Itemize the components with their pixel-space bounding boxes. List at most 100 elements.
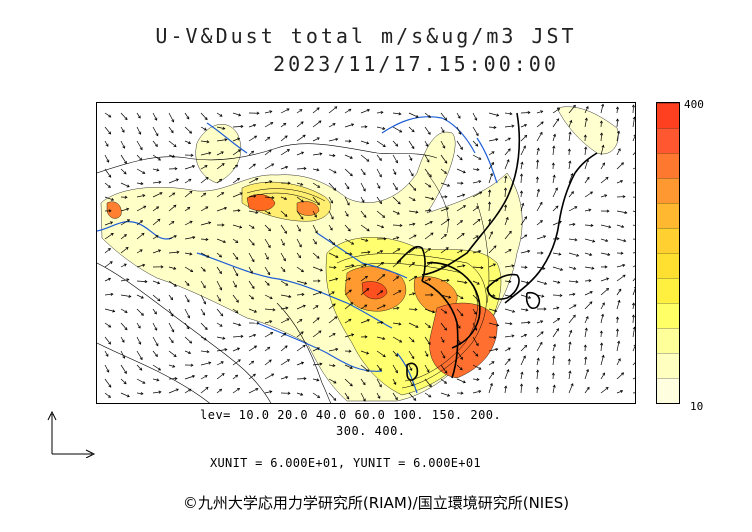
wind-vector-head [602,302,605,306]
wind-vector-head [235,240,239,244]
wind-vector [216,308,224,317]
wind-vector-head [108,324,112,328]
wind-vector [360,288,369,296]
wind-vector-head [478,390,482,394]
wind-vector-head [283,258,286,262]
wind-vector [232,238,239,243]
wind-vector [408,140,415,149]
wind-vector-head [362,188,366,192]
wind-vector-head [239,192,243,196]
wind-vector [616,341,620,352]
wind-vector [296,331,304,338]
wind-vector-head [124,327,128,331]
wind-vector [632,238,635,240]
wind-vector [520,173,523,184]
wind-vector [120,140,125,149]
wind-vector [360,364,369,372]
wind-vector-head [366,108,370,112]
wind-vector [424,392,432,398]
wind-vector [568,383,574,394]
wind-vector [472,364,482,370]
color-scale-segment [657,378,679,403]
wind-vector-head [300,121,304,125]
wind-vector [408,322,419,328]
wind-vector-head [567,358,571,362]
wind-vector-head [446,218,450,222]
wind-vector-head [285,282,289,286]
wind-vector-head [349,155,353,159]
wind-vector [296,266,304,273]
color-scale-segment [657,153,679,178]
wind-vector [632,152,635,156]
wind-vector-head [219,323,223,327]
wind-vector [184,322,190,330]
wind-vector-head [606,209,610,213]
wind-vector-head [617,130,621,134]
wind-vector [344,196,350,206]
wind-vector-head [399,339,403,343]
wind-vector-head [139,367,143,371]
wind-vector-head [559,293,563,298]
wind-vector-head [367,250,371,254]
wind-vector-head [443,234,447,237]
wind-vector-head [536,159,540,163]
wind-vector [392,154,398,163]
wind-vector [152,192,163,198]
wind-vector [472,294,480,302]
wind-vector-head [476,281,480,285]
wind-vector [632,277,635,282]
wind-vector [552,175,555,184]
wind-vector-head [172,192,176,196]
wind-vector [120,294,131,297]
wind-vector-head [335,255,339,258]
wind-vector [152,378,159,381]
wind-vector-head [574,238,578,242]
wind-vector [280,307,288,310]
wind-vector-head [286,359,290,363]
wind-vector [440,182,450,187]
wind-vector [248,238,255,246]
wind-vector-head [346,202,350,206]
wind-vector-head [459,157,463,161]
wind-vector-head [108,384,112,388]
wind-vector [408,378,414,387]
color-scale-max-label: 400 [684,98,704,111]
wind-vector [328,154,335,157]
wind-vector [616,264,625,268]
wind-vector [536,235,546,240]
wind-vector [392,336,402,343]
wind-vector [136,249,143,254]
wind-vector [616,300,620,310]
wind-vector-head [204,165,208,168]
wind-vector-head [192,165,196,169]
wind-vector-head [395,160,398,164]
wind-vector-head [190,363,194,367]
wind-vector-head [154,117,158,121]
wind-vector-head [510,295,514,299]
wind-vector-head [175,388,179,392]
wind-vector [312,210,317,218]
wind-vector [424,154,430,163]
wind-vector-head [411,262,415,266]
wind-vector [392,290,402,296]
wind-vector [120,247,129,254]
wind-vector [584,280,592,282]
wind-vector [584,159,589,170]
wind-vector [360,378,366,385]
wind-vector-head [124,370,127,374]
wind-vector-head [583,344,587,348]
wind-vector-head [583,134,587,138]
wind-vector [328,291,335,296]
wind-vector [536,202,543,212]
dust-map [96,102,636,404]
wind-vector [264,122,273,128]
wind-vector-head [300,151,305,155]
wind-vector-head [318,291,323,295]
wind-vector-head [568,131,572,135]
wind-vector-head [556,328,559,332]
wind-vector-head [575,280,579,284]
wind-vector [408,210,418,213]
wind-vector-head [570,173,574,177]
wind-vector [216,252,222,258]
wind-vector [488,219,491,226]
